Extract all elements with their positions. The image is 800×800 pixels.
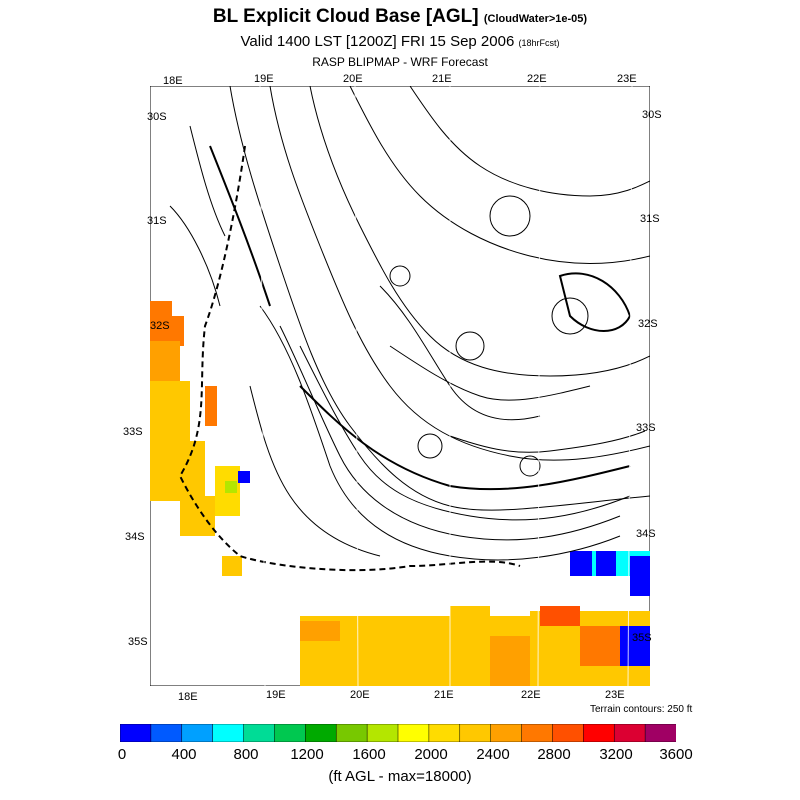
colorbar-label: 0 xyxy=(117,746,127,763)
top-lon-label: 22E xyxy=(527,73,547,85)
top-lon-label: 21E xyxy=(432,73,452,85)
bottom-lon-label: 18E xyxy=(178,691,198,703)
cloud-base-field xyxy=(150,301,650,686)
colorbar-label: 2400 xyxy=(476,746,510,763)
terrain-contours xyxy=(169,86,650,561)
colorbar-swatch xyxy=(274,724,307,742)
colorbar-swatch xyxy=(459,724,492,742)
terrain-note: Terrain contours: 250 ft xyxy=(590,704,693,715)
title-note: (CloudWater>1e-05) xyxy=(483,13,588,25)
left-lat-label: 34S xyxy=(125,531,145,543)
colorbar-label: 2800 xyxy=(537,746,571,763)
colorbar-swatch xyxy=(181,724,214,742)
colorbar-swatch xyxy=(120,724,152,742)
colorbar-swatch xyxy=(335,724,368,742)
bottom-lon-label: 21E xyxy=(434,689,454,701)
map-frame xyxy=(150,86,650,686)
colorbar-units: (ft AGL - max=18000) xyxy=(328,768,472,785)
map-panel xyxy=(150,86,650,686)
colorbar-swatch xyxy=(490,724,523,742)
left-lat-label: 31S xyxy=(147,215,167,227)
colorbar-swatch xyxy=(397,724,430,742)
colorbar-swatch xyxy=(644,724,676,742)
colorbar-label: 2000 xyxy=(414,746,448,763)
top-lon-label: 19E xyxy=(254,73,274,85)
colorbar-swatch xyxy=(428,724,461,742)
colorbar-swatch xyxy=(243,724,276,742)
right-lat-label: 34S xyxy=(636,528,656,540)
colorbar-swatch xyxy=(212,724,245,742)
title-text: BL Explicit Cloud Base [AGL] xyxy=(212,6,479,27)
right-lat-label: 32S xyxy=(638,318,658,330)
bottom-lon-label: 22E xyxy=(521,689,541,701)
colorbar-swatch xyxy=(150,724,183,742)
colorbar-swatch xyxy=(305,724,337,742)
forecast-note: (18hrFcst) xyxy=(518,38,560,48)
right-lat-label: 33S xyxy=(636,422,656,434)
colorbar-label: 400 xyxy=(171,746,197,763)
colorbar-swatch xyxy=(583,724,615,742)
colorbar-label: 1200 xyxy=(290,746,324,763)
chart-title: BL Explicit Cloud Base [AGL] (CloudWater… xyxy=(0,6,800,28)
right-lat-label: 35S xyxy=(632,632,652,644)
left-lat-label: 32S xyxy=(150,320,170,332)
colorbar-swatch xyxy=(366,724,399,742)
colorbar-swatch xyxy=(552,724,585,742)
left-lat-label: 35S xyxy=(128,636,148,648)
graticule xyxy=(259,86,633,686)
top-lon-label: 20E xyxy=(343,73,363,85)
right-lat-label: 30S xyxy=(642,109,662,121)
left-lat-label: 30S xyxy=(147,111,167,123)
right-lat-label: 31S xyxy=(640,213,660,225)
bottom-lon-label: 20E xyxy=(350,689,370,701)
valid-text: Valid 1400 LST [1200Z] FRI 15 Sep 2006 xyxy=(240,33,515,50)
colorbar-label: 3600 xyxy=(659,746,693,763)
bottom-lon-label: 23E xyxy=(605,689,625,701)
coastline xyxy=(178,145,521,572)
colorbar-label: 1600 xyxy=(352,746,386,763)
left-lat-label: 33S xyxy=(123,426,143,438)
colorbar-swatch xyxy=(521,724,554,742)
colorbar xyxy=(120,724,676,742)
valid-time: Valid 1400 LST [1200Z] FRI 15 Sep 2006 (… xyxy=(0,33,800,50)
bottom-lon-label: 19E xyxy=(266,689,286,701)
colorbar-swatch xyxy=(613,724,646,742)
top-lon-label: 18E xyxy=(163,75,183,87)
model-label: RASP BLIPMAP - WRF Forecast xyxy=(312,55,488,69)
colorbar-label: 3200 xyxy=(599,746,633,763)
colorbar-label: 800 xyxy=(233,746,259,763)
top-lon-label: 23E xyxy=(617,73,637,85)
